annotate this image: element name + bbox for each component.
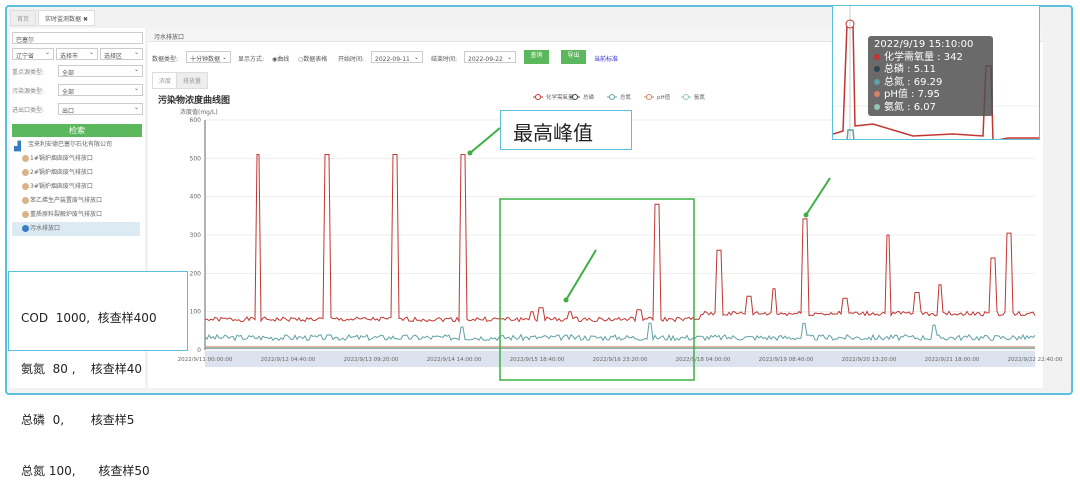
- x-tick-label: 2022/9/19 08:40:00: [759, 357, 814, 363]
- x-tick-label: 2022/9/20 13:20:00: [842, 357, 897, 363]
- series-dot: [874, 79, 880, 85]
- legend-label: 总氮: [620, 93, 632, 101]
- limit-line: 总磷 0, 核查样5: [21, 412, 175, 429]
- tooltip-row: 总氮 : 69.29: [874, 77, 987, 90]
- arrow-head: [804, 213, 809, 218]
- legend-label: 氨氮: [694, 93, 706, 101]
- tooltip-value: 342: [944, 52, 963, 63]
- tooltip-row: pH值 : 7.95: [874, 89, 987, 102]
- legend-marker: [573, 95, 578, 100]
- y-tick-label: 600: [190, 117, 202, 124]
- tooltip-series: pH值: [884, 89, 908, 100]
- chart-title: 污染物浓度曲线图: [158, 94, 230, 106]
- series-dot: [874, 66, 880, 72]
- tooltip-series: 总氮: [884, 77, 904, 88]
- x-tick-label: 2022/9/13 09:20:00: [344, 357, 399, 363]
- y-tick-label: 200: [190, 270, 202, 277]
- tooltip-series: 氨氮: [884, 102, 904, 113]
- y-axis-label: 浓度值(mg/L): [180, 108, 218, 116]
- tooltip-series: 化学需氧量: [884, 52, 934, 63]
- legend-marker: [684, 95, 689, 100]
- arrow: [566, 250, 596, 300]
- arrow-head: [468, 151, 473, 156]
- x-tick-label: 2022/9/22 22:40:00: [1008, 357, 1063, 363]
- arrow: [470, 128, 500, 153]
- tooltip-series: 总磷: [884, 64, 904, 75]
- y-tick-label: 300: [190, 232, 202, 239]
- x-tick-label: 2022/9/11 00:00:00: [178, 357, 233, 363]
- x-tick-label: 2022/9/16 23:20:00: [593, 357, 648, 363]
- tooltip-value: 7.95: [918, 89, 940, 100]
- tooltip-value: 6.07: [914, 102, 936, 113]
- x-tick-label: 2022/9/12 04:40:00: [261, 357, 316, 363]
- y-tick-label: 100: [190, 309, 202, 316]
- y-tick-label: 500: [190, 155, 202, 162]
- legend-label: 总磷: [583, 93, 595, 101]
- tooltip-value: 5.11: [914, 64, 936, 75]
- series-line-2: [205, 323, 1035, 340]
- peak-annotation: 最高峰值: [500, 110, 632, 150]
- tooltip-row: 总磷 : 5.11: [874, 64, 987, 77]
- series-line-0: [205, 155, 1035, 322]
- x-tick-label: 2022/9/15 18:40:00: [510, 357, 565, 363]
- tooltip-time: 2022/9/19 15:10:00: [874, 39, 987, 52]
- legend-marker: [536, 95, 541, 100]
- arrow-head: [564, 298, 569, 303]
- legend-label: 化学需氧量: [546, 93, 574, 101]
- x-tick-label: 2022/9/14 14:00:00: [427, 357, 482, 363]
- legend-marker: [647, 95, 652, 100]
- x-tick-label: 2022/9/21 18:00:00: [925, 357, 980, 363]
- limit-line: 总氮 100, 核查样50: [21, 463, 175, 480]
- legend-label: pH值: [657, 93, 671, 101]
- legend-marker: [610, 95, 615, 100]
- limit-line: COD 1000, 核查样400: [21, 310, 175, 327]
- series-dot: [874, 54, 880, 60]
- y-tick-label: 400: [190, 194, 202, 201]
- series-dot: [874, 91, 880, 97]
- tooltip-value: 69.29: [914, 77, 943, 88]
- limits-annotation: COD 1000, 核查样400 氨氮 80 , 核查样40 总磷 0, 核查样…: [8, 271, 188, 351]
- tooltip-row: 氨氮 : 6.07: [874, 102, 987, 115]
- tooltip-row: 化学需氧量 : 342: [874, 52, 987, 65]
- y-tick-label: 0: [197, 347, 201, 354]
- series-dot: [874, 104, 880, 110]
- limit-line: 氨氮 80 , 核查样40: [21, 361, 175, 378]
- x-tick-label: 2022/9/18 04:00:00: [676, 357, 731, 363]
